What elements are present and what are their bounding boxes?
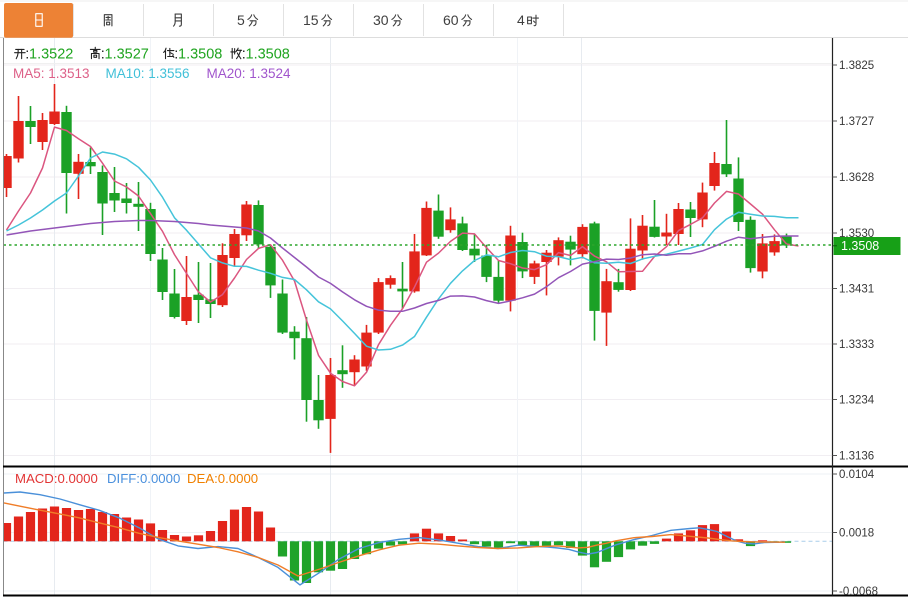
svg-text:MA20: 1.3524: MA20: 1.3524 xyxy=(207,66,292,81)
svg-text:1.3628: 1.3628 xyxy=(839,172,874,184)
svg-text:1.3727: 1.3727 xyxy=(839,116,874,128)
svg-text:MA5: 1.3513: MA5: 1.3513 xyxy=(13,66,90,81)
svg-text:30: 30 xyxy=(373,12,389,28)
svg-text:15: 15 xyxy=(303,12,319,28)
svg-text:MACD:0.0000: MACD:0.0000 xyxy=(15,471,98,486)
svg-text:1.3508: 1.3508 xyxy=(841,239,879,253)
svg-text:1.3508: 1.3508 xyxy=(246,47,290,63)
svg-text:0.0104: 0.0104 xyxy=(839,469,875,481)
svg-text::: : xyxy=(242,47,246,63)
svg-text::: : xyxy=(25,47,29,63)
svg-text:1.3508: 1.3508 xyxy=(178,47,222,63)
svg-text:60: 60 xyxy=(443,12,459,28)
svg-text:0.0018: 0.0018 xyxy=(839,528,874,540)
svg-text::: : xyxy=(101,47,105,63)
svg-text::: : xyxy=(174,47,178,63)
svg-text:-0.0068: -0.0068 xyxy=(839,586,878,598)
svg-text:1.3527: 1.3527 xyxy=(105,47,149,63)
svg-text:1.3431: 1.3431 xyxy=(839,284,874,296)
svg-text:MA10: 1.3556: MA10: 1.3556 xyxy=(106,66,190,81)
svg-text:5: 5 xyxy=(237,12,245,28)
svg-text:4: 4 xyxy=(517,12,525,28)
svg-text:1.3333: 1.3333 xyxy=(839,339,874,351)
svg-text:1.3234: 1.3234 xyxy=(839,395,875,407)
svg-text:1.3522: 1.3522 xyxy=(29,47,73,63)
svg-text:DEA:0.0000: DEA:0.0000 xyxy=(187,471,258,486)
svg-text:1.3825: 1.3825 xyxy=(839,60,874,72)
svg-text:1.3136: 1.3136 xyxy=(839,451,874,463)
svg-text:DIFF:0.0000: DIFF:0.0000 xyxy=(107,471,180,486)
